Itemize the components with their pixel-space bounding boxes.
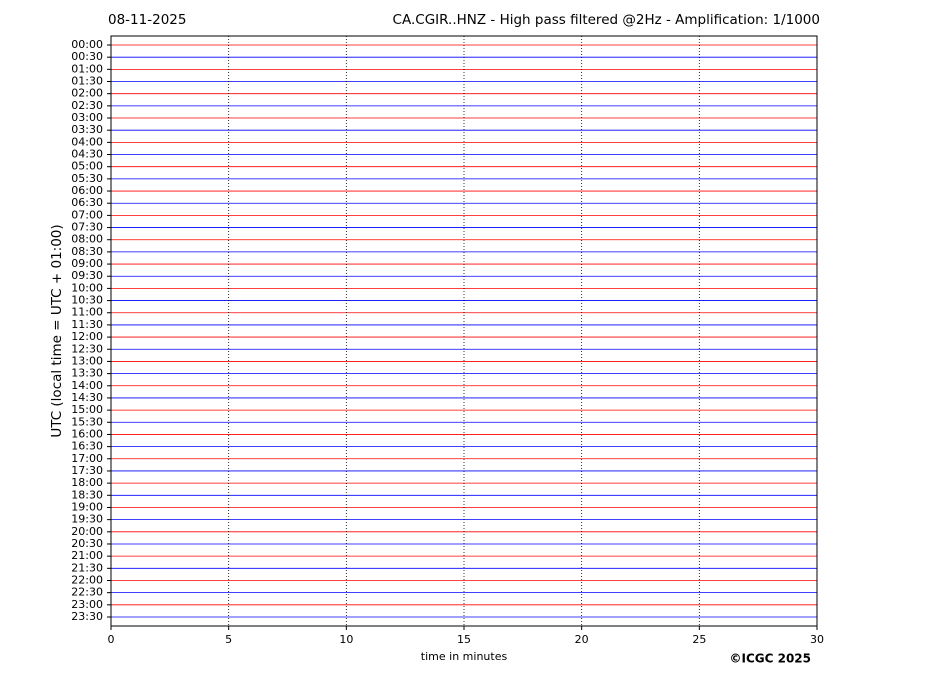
y-tick-label: 18:00 — [71, 476, 103, 489]
y-tick-label: 22:30 — [71, 586, 103, 599]
y-tick-label: 10:30 — [71, 294, 103, 307]
y-tick-label: 11:00 — [71, 306, 103, 319]
copyright: ©ICGC 2025 — [729, 652, 811, 666]
y-tick-label: 06:30 — [71, 196, 103, 209]
x-tick-label: 10 — [339, 633, 353, 646]
x-tick-label: 20 — [575, 633, 589, 646]
y-tick-label: 02:30 — [71, 99, 103, 112]
y-tick-label: 09:30 — [71, 269, 103, 282]
x-tick-label: 30 — [810, 633, 824, 646]
y-axis-label: UTC (local time = UTC + 01:00) — [49, 224, 65, 437]
y-tick-label: 05:00 — [71, 160, 103, 173]
y-tick-label: 14:00 — [71, 379, 103, 392]
y-tick-label: 13:00 — [71, 354, 103, 367]
y-tick-label: 03:30 — [71, 123, 103, 136]
y-tick-label: 05:30 — [71, 172, 103, 185]
y-tick-label: 21:30 — [71, 561, 103, 574]
y-tick-label: 16:00 — [71, 427, 103, 440]
y-tick-label: 00:30 — [71, 50, 103, 63]
y-tick-label: 23:30 — [71, 610, 103, 623]
x-tick-label: 5 — [225, 633, 232, 646]
y-tick-label: 04:00 — [71, 135, 103, 148]
y-tick-label: 10:00 — [71, 281, 103, 294]
y-tick-label: 14:30 — [71, 391, 103, 404]
y-tick-label: 19:00 — [71, 500, 103, 513]
y-tick-label: 12:30 — [71, 342, 103, 355]
y-tick-label: 01:00 — [71, 62, 103, 75]
x-tick-label: 25 — [692, 633, 706, 646]
y-tick-label: 08:30 — [71, 245, 103, 258]
y-tick-label: 00:00 — [71, 38, 103, 51]
y-tick-label: 23:00 — [71, 598, 103, 611]
plot-frame — [110, 35, 818, 627]
y-tick-label: 20:30 — [71, 537, 103, 550]
y-tick-label: 21:00 — [71, 549, 103, 562]
y-tick-label: 19:30 — [71, 513, 103, 526]
y-tick-label: 17:00 — [71, 452, 103, 465]
x-tick-label: 0 — [108, 633, 115, 646]
y-tick-label: 17:30 — [71, 464, 103, 477]
y-tick-label: 01:30 — [71, 75, 103, 88]
y-tick-label: 15:00 — [71, 403, 103, 416]
y-tick-label: 15:30 — [71, 415, 103, 428]
y-tick-label: 11:30 — [71, 318, 103, 331]
y-tick-label: 13:30 — [71, 367, 103, 380]
y-tick-label: 18:30 — [71, 488, 103, 501]
y-tick-label: 16:30 — [71, 440, 103, 453]
y-tick-label: 04:30 — [71, 148, 103, 161]
x-tick-label: 15 — [457, 633, 471, 646]
chart-title: CA.CGIR..HNZ - High pass filtered @2Hz -… — [393, 12, 820, 28]
y-tick-label: 12:00 — [71, 330, 103, 343]
date-label: 08-11-2025 — [108, 12, 186, 28]
x-axis-label: time in minutes — [421, 650, 508, 663]
y-tick-label: 07:30 — [71, 221, 103, 234]
y-tick-label: 08:00 — [71, 233, 103, 246]
y-tick-label: 07:00 — [71, 208, 103, 221]
y-tick-label: 22:00 — [71, 573, 103, 586]
y-tick-label: 20:00 — [71, 525, 103, 538]
y-tick-label: 09:00 — [71, 257, 103, 270]
y-tick-label: 03:00 — [71, 111, 103, 124]
y-tick-label: 06:00 — [71, 184, 103, 197]
y-tick-label: 02:00 — [71, 87, 103, 100]
